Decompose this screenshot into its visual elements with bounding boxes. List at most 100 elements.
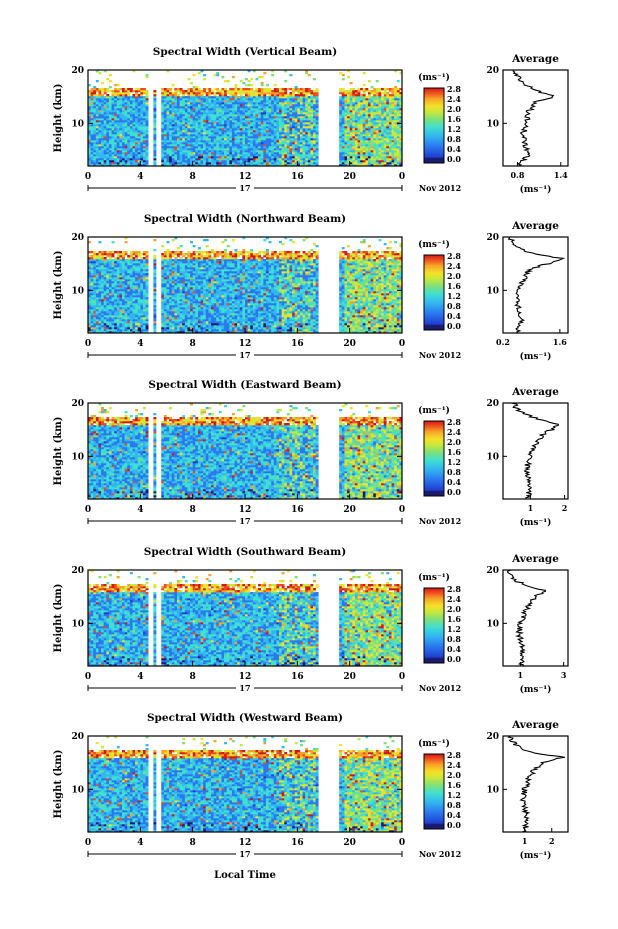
heatmap-cell: [269, 120, 272, 122]
heatmap-cell: [350, 130, 353, 132]
heatmap-cell: [122, 323, 125, 325]
heatmap-cell: [143, 108, 146, 110]
heatmap-cell: [342, 94, 345, 96]
heatmap-cell: [394, 329, 397, 331]
heatmap-cell: [180, 114, 183, 116]
heatmap-cell: [125, 323, 128, 325]
heatmap-cell: [96, 138, 99, 140]
heatmap-cell: [117, 114, 120, 116]
heatmap-cell: [384, 148, 387, 150]
heatmap-cell: [355, 132, 358, 134]
heatmap-cell: [146, 128, 149, 130]
heatmap-cell: [274, 88, 277, 90]
heatmap-cell: [229, 142, 232, 144]
heatmap-cell: [389, 90, 392, 92]
heatmap-cell: [274, 116, 277, 118]
heatmap-cell: [386, 108, 389, 110]
heatmap-cell: [255, 140, 258, 142]
heatmap-cell: [216, 154, 219, 156]
heatmap-cell: [130, 108, 133, 110]
heatmap-cell: [177, 114, 180, 116]
heatmap-cell: [389, 98, 392, 100]
heatmap-cell: [91, 160, 94, 162]
panel-title: Spectral Width (Vertical Beam): [153, 46, 337, 58]
heatmap-cell: [229, 112, 232, 114]
heatmap-cell: [282, 325, 285, 327]
heatmap-cell: [394, 102, 397, 104]
heatmap-cell: [258, 140, 261, 142]
heatmap-cell: [384, 136, 387, 138]
heatmap-cell: [365, 158, 368, 160]
heatmap-cell: [198, 104, 201, 106]
heatmap-cell: [297, 148, 300, 150]
heatmap-cell: [250, 112, 253, 114]
heatmap-cell: [287, 110, 290, 112]
heatmap-cell: [250, 156, 253, 158]
heatmap-cell: [117, 152, 120, 154]
heatmap-cell: [350, 92, 353, 94]
heatmap-cell: [153, 116, 156, 118]
heatmap-cell: [224, 80, 227, 82]
heatmap-cell: [263, 323, 266, 325]
heatmap-cell: [358, 100, 361, 102]
heatmap-cell: [287, 102, 290, 104]
heatmap-cell: [114, 148, 117, 150]
heatmap-cell: [258, 327, 261, 329]
heatmap-cell: [253, 104, 256, 106]
heatmap-cell: [308, 132, 311, 134]
heatmap-cell: [339, 142, 342, 144]
heatmap-cell: [316, 88, 319, 90]
heatmap-cell: [289, 128, 292, 130]
heatmap-cell: [389, 96, 392, 98]
heatmap-cell: [386, 102, 389, 104]
heatmap-cell: [297, 158, 300, 160]
heatmap-cell: [297, 98, 300, 100]
heatmap-cell: [276, 126, 279, 128]
heatmap-cell: [127, 120, 130, 122]
heatmap-cell: [308, 122, 311, 124]
heatmap-cell: [203, 142, 206, 144]
heatmap-cell: [211, 130, 214, 132]
heatmap-cell: [201, 158, 204, 160]
heatmap-cell: [250, 116, 253, 118]
heatmap-cell: [363, 134, 366, 136]
heatmap-cell: [96, 142, 99, 144]
heatmap-cell: [384, 112, 387, 114]
heatmap-cell: [297, 138, 300, 140]
heatmap-cell: [101, 128, 104, 130]
heatmap-cell: [180, 158, 183, 160]
heatmap-cell: [127, 98, 130, 100]
heatmap-cell: [371, 100, 374, 102]
heatmap-cell: [316, 329, 319, 331]
heatmap-cell: [282, 134, 285, 136]
heatmap-cell: [300, 325, 303, 327]
heatmap-cell: [198, 329, 201, 331]
heatmap-cell: [284, 112, 287, 114]
heatmap-cell: [397, 158, 400, 160]
heatmap-cell: [344, 122, 347, 124]
heatmap-cell: [269, 94, 272, 96]
heatmap-cell: [172, 92, 175, 94]
heatmap-cell: [221, 120, 224, 122]
heatmap-cell: [355, 323, 358, 325]
heatmap-cell: [125, 94, 128, 96]
heatmap-cell: [96, 106, 99, 108]
heatmap-cell: [397, 140, 400, 142]
heatmap-cell: [132, 321, 135, 323]
heatmap-cell: [174, 162, 177, 164]
heatmap-cell: [352, 154, 355, 156]
heatmap-cell: [91, 148, 94, 150]
heatmap-cell: [164, 126, 167, 128]
heatmap-cell: [342, 110, 345, 112]
heatmap-cell: [167, 120, 170, 122]
heatmap-cell: [339, 72, 342, 74]
heatmap-cell: [347, 104, 350, 106]
heatmap-cell: [289, 152, 292, 154]
heatmap-cell: [316, 146, 319, 148]
heatmap-cell: [227, 148, 230, 150]
heatmap-cell: [392, 144, 395, 146]
heatmap-cell: [187, 118, 190, 120]
heatmap-cell: [127, 323, 130, 325]
heatmap-cell: [282, 112, 285, 114]
heatmap-cell: [289, 110, 292, 112]
